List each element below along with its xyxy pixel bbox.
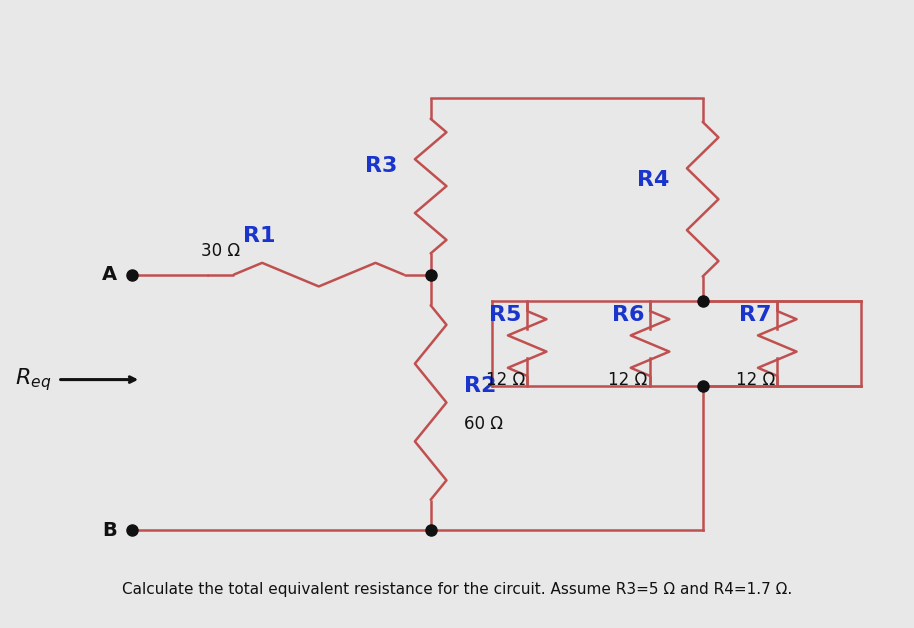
Text: 12 Ω: 12 Ω: [609, 371, 648, 389]
Text: R3: R3: [365, 156, 398, 176]
Text: R6: R6: [611, 305, 644, 325]
Text: R1: R1: [243, 226, 276, 246]
Text: $R_{eq}$: $R_{eq}$: [16, 366, 51, 393]
Text: B: B: [101, 521, 117, 540]
Text: R7: R7: [739, 305, 771, 325]
Text: 12 Ω: 12 Ω: [736, 371, 775, 389]
Text: 30 Ω: 30 Ω: [200, 242, 239, 260]
Text: Calculate the total equivalent resistance for the circuit. Assume R3=5 Ω and R4=: Calculate the total equivalent resistanc…: [122, 582, 792, 597]
Text: R4: R4: [637, 170, 669, 190]
Text: 60 Ω: 60 Ω: [464, 414, 503, 433]
Text: A: A: [101, 265, 117, 284]
Text: R5: R5: [489, 305, 522, 325]
Text: 12 Ω: 12 Ω: [485, 371, 525, 389]
Text: R2: R2: [464, 376, 496, 396]
